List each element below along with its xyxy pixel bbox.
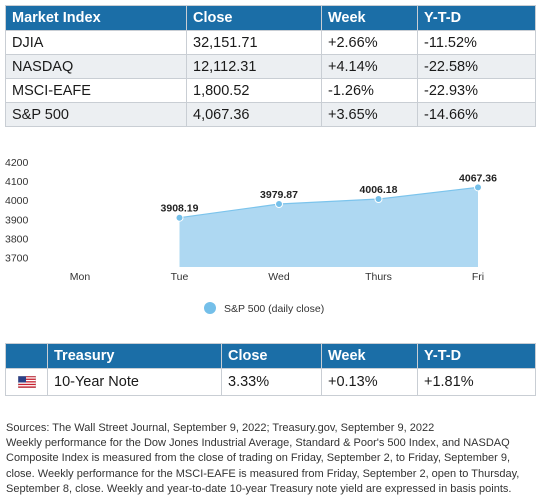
treasury-table-header: Treasury Close Week Y-T-D [5, 343, 536, 369]
index-close: 32,151.71 [186, 30, 322, 55]
header-close: Close [221, 343, 322, 369]
table-row: 10-Year Note 3.33% +0.13% +1.81% [5, 368, 536, 396]
footnote: Sources: The Wall Street Journal, Septem… [6, 421, 534, 497]
index-week: -1.26% [321, 78, 418, 103]
y-tick-label: 4100 [5, 176, 29, 188]
data-point [374, 195, 383, 204]
legend-swatch [204, 302, 216, 314]
y-tick-label: 4200 [5, 157, 29, 169]
y-tick-label: 3800 [5, 233, 29, 245]
index-ytd: -22.58% [417, 54, 536, 79]
index-close: 1,800.52 [186, 78, 322, 103]
treasury-close: 3.33% [221, 368, 322, 396]
data-point [474, 183, 482, 192]
index-week: +3.65% [321, 102, 418, 127]
header-week: Week [321, 5, 418, 31]
data-label: 4006.18 [360, 184, 398, 196]
footnote-text: Weekly performance for the Dow Jones Ind… [6, 437, 520, 495]
flag-cell [5, 368, 48, 396]
data-labels: 3908.19 3979.87 4006.18 4067.36 [161, 172, 498, 214]
index-name: S&P 500 [5, 102, 187, 127]
index-name: NASDAQ [5, 54, 187, 79]
table-row: NASDAQ 12,112.31 +4.14% -22.58% [5, 54, 536, 79]
table-row: DJIA 32,151.71 +2.66% -11.52% [5, 30, 536, 55]
footnote-sources: Sources: The Wall Street Journal, Septem… [6, 422, 435, 434]
header-close: Close [186, 5, 322, 31]
table-row: S&P 500 4,067.36 +3.65% -14.66% [5, 102, 536, 127]
header-treasury: Treasury [47, 343, 222, 369]
index-ytd: -11.52% [417, 30, 536, 55]
table-row: MSCI-EAFE 1,800.52 -1.26% -22.93% [5, 78, 536, 103]
header-week: Week [321, 343, 418, 369]
data-markers [175, 183, 482, 222]
treasury-week: +0.13% [321, 368, 418, 396]
sp500-area-chart: 4200 4100 4000 3900 3800 3700 Mon Tue Wed Thurs F… [5, 157, 498, 315]
chart-legend: S&P 500 (daily close) [204, 302, 324, 315]
treasury-ytd: +1.81% [417, 368, 536, 396]
index-ytd: -22.93% [417, 78, 536, 103]
x-tick-label: Tue [171, 271, 189, 283]
y-tick-label: 3700 [5, 252, 29, 264]
index-week: +2.66% [321, 30, 418, 55]
x-tick-label: Mon [70, 271, 91, 283]
x-tick-label: Fri [472, 271, 484, 283]
sp500-area [179, 187, 478, 267]
x-axis: Mon Tue Wed Thurs Fri [70, 271, 484, 283]
market-index-table: Market Index Close Week Y-T-D DJIA 32,15… [5, 5, 536, 127]
y-tick-label: 4000 [5, 195, 29, 207]
header-market-index: Market Index [5, 5, 187, 31]
data-label: 4067.36 [459, 172, 497, 184]
market-table-header: Market Index Close Week Y-T-D [5, 5, 536, 31]
data-label: 3908.19 [161, 203, 199, 215]
index-close: 4,067.36 [186, 102, 322, 127]
index-ytd: -14.66% [417, 102, 536, 127]
data-point [175, 213, 184, 222]
y-axis: 4200 4100 4000 3900 3800 3700 [5, 157, 29, 264]
us-flag-icon [17, 375, 36, 389]
index-week: +4.14% [321, 54, 418, 79]
x-tick-label: Thurs [365, 271, 392, 283]
data-label: 3979.87 [260, 189, 298, 201]
header-ytd: Y-T-D [417, 5, 536, 31]
data-point [275, 200, 283, 209]
header-flag-blank [5, 343, 48, 369]
index-name: MSCI-EAFE [5, 78, 187, 103]
x-tick-label: Wed [268, 271, 290, 283]
y-tick-label: 3900 [5, 214, 29, 226]
legend-label: S&P 500 (daily close) [224, 303, 324, 315]
treasury-name: 10-Year Note [47, 368, 222, 396]
header-ytd: Y-T-D [417, 343, 536, 369]
index-name: DJIA [5, 30, 187, 55]
index-close: 12,112.31 [186, 54, 322, 79]
treasury-table: Treasury Close Week Y-T-D 10-Year Note [5, 343, 536, 396]
sp500-line [179, 186, 479, 219]
